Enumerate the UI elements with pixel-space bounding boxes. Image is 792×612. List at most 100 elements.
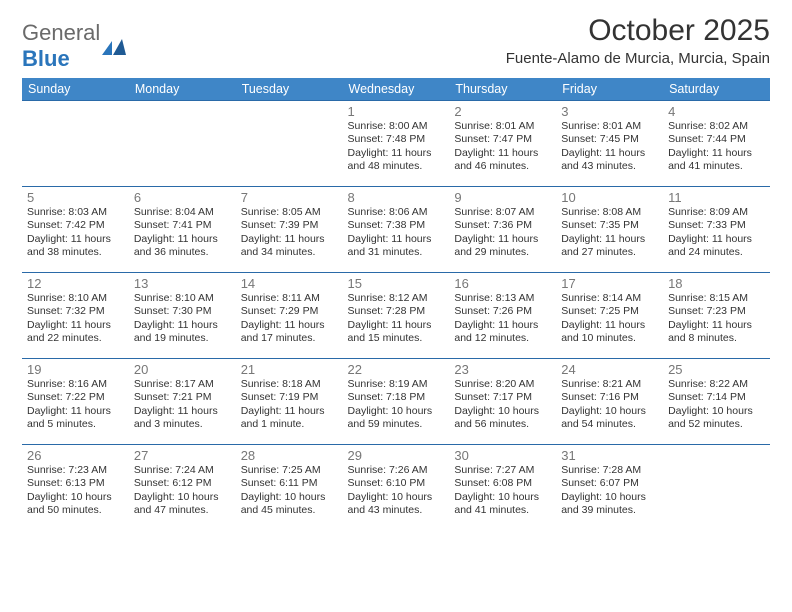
day-header: Tuesday — [236, 78, 343, 101]
day-number: 2 — [454, 104, 551, 119]
calendar-cell: 29Sunrise: 7:26 AMSunset: 6:10 PMDayligh… — [343, 445, 450, 531]
day-number: 6 — [134, 190, 231, 205]
day-number: 28 — [241, 448, 338, 463]
calendar-cell: 13Sunrise: 8:10 AMSunset: 7:30 PMDayligh… — [129, 273, 236, 359]
day-detail: Sunrise: 8:15 AMSunset: 7:23 PMDaylight:… — [668, 292, 765, 346]
day-detail: Sunrise: 8:17 AMSunset: 7:21 PMDaylight:… — [134, 378, 231, 432]
day-number: 18 — [668, 276, 765, 291]
calendar-cell: 25Sunrise: 8:22 AMSunset: 7:14 PMDayligh… — [663, 359, 770, 445]
day-number: 8 — [348, 190, 445, 205]
calendar-cell: 23Sunrise: 8:20 AMSunset: 7:17 PMDayligh… — [449, 359, 556, 445]
calendar-body: 1Sunrise: 8:00 AMSunset: 7:48 PMDaylight… — [22, 101, 770, 531]
calendar-row: 12Sunrise: 8:10 AMSunset: 7:32 PMDayligh… — [22, 273, 770, 359]
day-number: 23 — [454, 362, 551, 377]
calendar-cell: 12Sunrise: 8:10 AMSunset: 7:32 PMDayligh… — [22, 273, 129, 359]
day-number: 25 — [668, 362, 765, 377]
header: General Blue October 2025 Fuente-Alamo d… — [22, 14, 770, 72]
day-detail: Sunrise: 8:19 AMSunset: 7:18 PMDaylight:… — [348, 378, 445, 432]
day-number: 12 — [27, 276, 124, 291]
calendar-cell: 11Sunrise: 8:09 AMSunset: 7:33 PMDayligh… — [663, 187, 770, 273]
day-header: Thursday — [449, 78, 556, 101]
day-detail: Sunrise: 8:01 AMSunset: 7:47 PMDaylight:… — [454, 120, 551, 174]
day-detail: Sunrise: 7:24 AMSunset: 6:12 PMDaylight:… — [134, 464, 231, 518]
day-number: 20 — [134, 362, 231, 377]
day-detail: Sunrise: 8:07 AMSunset: 7:36 PMDaylight:… — [454, 206, 551, 260]
calendar-cell: 21Sunrise: 8:18 AMSunset: 7:19 PMDayligh… — [236, 359, 343, 445]
calendar-row: 19Sunrise: 8:16 AMSunset: 7:22 PMDayligh… — [22, 359, 770, 445]
day-detail: Sunrise: 8:18 AMSunset: 7:19 PMDaylight:… — [241, 378, 338, 432]
day-detail: Sunrise: 8:20 AMSunset: 7:17 PMDaylight:… — [454, 378, 551, 432]
day-detail: Sunrise: 8:12 AMSunset: 7:28 PMDaylight:… — [348, 292, 445, 346]
day-detail: Sunrise: 7:26 AMSunset: 6:10 PMDaylight:… — [348, 464, 445, 518]
calendar-cell: 17Sunrise: 8:14 AMSunset: 7:25 PMDayligh… — [556, 273, 663, 359]
calendar-cell: 20Sunrise: 8:17 AMSunset: 7:21 PMDayligh… — [129, 359, 236, 445]
month-title: October 2025 — [506, 14, 770, 48]
calendar-cell: 8Sunrise: 8:06 AMSunset: 7:38 PMDaylight… — [343, 187, 450, 273]
day-detail: Sunrise: 8:10 AMSunset: 7:30 PMDaylight:… — [134, 292, 231, 346]
location-text: Fuente-Alamo de Murcia, Murcia, Spain — [506, 50, 770, 67]
day-detail: Sunrise: 8:06 AMSunset: 7:38 PMDaylight:… — [348, 206, 445, 260]
day-detail: Sunrise: 8:09 AMSunset: 7:33 PMDaylight:… — [668, 206, 765, 260]
logo-text: General Blue — [22, 20, 100, 72]
logo: General Blue — [22, 20, 126, 72]
calendar-cell: 2Sunrise: 8:01 AMSunset: 7:47 PMDaylight… — [449, 101, 556, 187]
day-number: 30 — [454, 448, 551, 463]
day-header: Monday — [129, 78, 236, 101]
day-number: 17 — [561, 276, 658, 291]
day-detail: Sunrise: 8:14 AMSunset: 7:25 PMDaylight:… — [561, 292, 658, 346]
calendar-row: 5Sunrise: 8:03 AMSunset: 7:42 PMDaylight… — [22, 187, 770, 273]
calendar-head: SundayMondayTuesdayWednesdayThursdayFrid… — [22, 78, 770, 101]
day-detail: Sunrise: 8:03 AMSunset: 7:42 PMDaylight:… — [27, 206, 124, 260]
day-number: 21 — [241, 362, 338, 377]
day-detail: Sunrise: 8:04 AMSunset: 7:41 PMDaylight:… — [134, 206, 231, 260]
day-number: 26 — [27, 448, 124, 463]
day-detail: Sunrise: 8:16 AMSunset: 7:22 PMDaylight:… — [27, 378, 124, 432]
calendar-cell: 5Sunrise: 8:03 AMSunset: 7:42 PMDaylight… — [22, 187, 129, 273]
day-number: 10 — [561, 190, 658, 205]
calendar-cell: 30Sunrise: 7:27 AMSunset: 6:08 PMDayligh… — [449, 445, 556, 531]
day-detail: Sunrise: 8:10 AMSunset: 7:32 PMDaylight:… — [27, 292, 124, 346]
logo-text-general: General — [22, 20, 100, 45]
calendar-cell: 24Sunrise: 8:21 AMSunset: 7:16 PMDayligh… — [556, 359, 663, 445]
day-detail: Sunrise: 8:11 AMSunset: 7:29 PMDaylight:… — [241, 292, 338, 346]
calendar-cell: 19Sunrise: 8:16 AMSunset: 7:22 PMDayligh… — [22, 359, 129, 445]
calendar-cell: 3Sunrise: 8:01 AMSunset: 7:45 PMDaylight… — [556, 101, 663, 187]
day-header: Saturday — [663, 78, 770, 101]
day-number: 11 — [668, 190, 765, 205]
day-detail: Sunrise: 8:21 AMSunset: 7:16 PMDaylight:… — [561, 378, 658, 432]
day-number: 4 — [668, 104, 765, 119]
calendar-cell: 22Sunrise: 8:19 AMSunset: 7:18 PMDayligh… — [343, 359, 450, 445]
calendar-table: SundayMondayTuesdayWednesdayThursdayFrid… — [22, 78, 770, 531]
calendar-cell: 6Sunrise: 8:04 AMSunset: 7:41 PMDaylight… — [129, 187, 236, 273]
calendar-cell: 9Sunrise: 8:07 AMSunset: 7:36 PMDaylight… — [449, 187, 556, 273]
calendar-cell: 14Sunrise: 8:11 AMSunset: 7:29 PMDayligh… — [236, 273, 343, 359]
day-detail: Sunrise: 8:22 AMSunset: 7:14 PMDaylight:… — [668, 378, 765, 432]
day-detail: Sunrise: 8:02 AMSunset: 7:44 PMDaylight:… — [668, 120, 765, 174]
day-number: 16 — [454, 276, 551, 291]
day-number: 1 — [348, 104, 445, 119]
calendar-cell-empty — [22, 101, 129, 187]
calendar-cell: 26Sunrise: 7:23 AMSunset: 6:13 PMDayligh… — [22, 445, 129, 531]
day-number: 29 — [348, 448, 445, 463]
day-detail: Sunrise: 7:27 AMSunset: 6:08 PMDaylight:… — [454, 464, 551, 518]
calendar-row: 26Sunrise: 7:23 AMSunset: 6:13 PMDayligh… — [22, 445, 770, 531]
logo-text-blue: Blue — [22, 46, 70, 71]
title-block: October 2025 Fuente-Alamo de Murcia, Mur… — [506, 14, 770, 67]
day-detail: Sunrise: 8:08 AMSunset: 7:35 PMDaylight:… — [561, 206, 658, 260]
day-header: Sunday — [22, 78, 129, 101]
day-number: 3 — [561, 104, 658, 119]
day-detail: Sunrise: 7:25 AMSunset: 6:11 PMDaylight:… — [241, 464, 338, 518]
day-number: 31 — [561, 448, 658, 463]
calendar-cell: 10Sunrise: 8:08 AMSunset: 7:35 PMDayligh… — [556, 187, 663, 273]
day-number: 15 — [348, 276, 445, 291]
calendar-cell: 18Sunrise: 8:15 AMSunset: 7:23 PMDayligh… — [663, 273, 770, 359]
day-number: 24 — [561, 362, 658, 377]
calendar-cell-empty — [236, 101, 343, 187]
calendar-cell-empty — [663, 445, 770, 531]
day-detail: Sunrise: 8:00 AMSunset: 7:48 PMDaylight:… — [348, 120, 445, 174]
day-number: 19 — [27, 362, 124, 377]
calendar-cell: 28Sunrise: 7:25 AMSunset: 6:11 PMDayligh… — [236, 445, 343, 531]
day-number: 22 — [348, 362, 445, 377]
calendar-cell: 7Sunrise: 8:05 AMSunset: 7:39 PMDaylight… — [236, 187, 343, 273]
calendar-cell: 15Sunrise: 8:12 AMSunset: 7:28 PMDayligh… — [343, 273, 450, 359]
